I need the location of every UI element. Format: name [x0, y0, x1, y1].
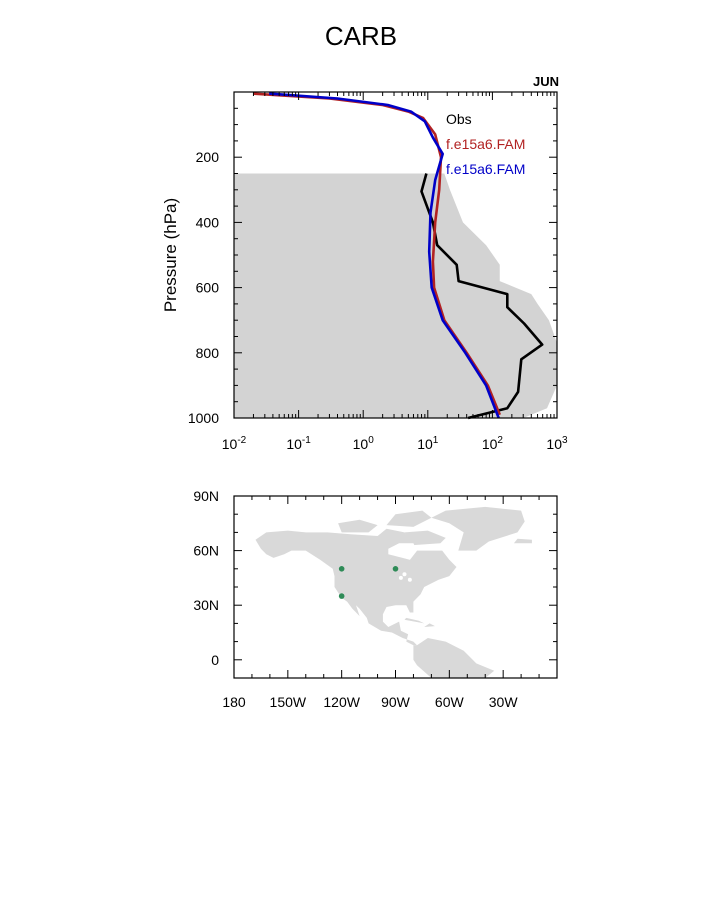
obs-range-band-area [234, 173, 557, 418]
longitude-label-1: 150W [270, 694, 307, 710]
land-iceland [513, 538, 532, 544]
x-tick-base: 10 [546, 436, 562, 452]
map-ticks [233, 495, 558, 679]
y-tick-label-0: 200 [196, 149, 220, 165]
x-tick-base: 10 [222, 436, 238, 452]
x-tick-label-5: 103 [546, 435, 568, 452]
longitude-label-0: 180 [222, 694, 246, 710]
longitude-label-3: 90W [381, 694, 411, 710]
land-arctic-islands-2 [386, 510, 432, 527]
legend-entry-1: f.e15a6.FAM [446, 136, 525, 152]
x-tick-exponent: 0 [368, 435, 374, 446]
series-line-0 [420, 173, 544, 420]
map-panel: 180 150W 120W 90W 60W 30W 90N 60N 30N 0 [193, 488, 558, 710]
longitude-label-2: 120W [323, 694, 360, 710]
great-lake-0 [398, 575, 403, 580]
site-marker-2 [338, 593, 345, 599]
site-marker-0 [338, 566, 345, 572]
series-line-2 [269, 92, 500, 419]
land-hispaniola [424, 623, 435, 627]
latitude-label-2: 30N [193, 597, 219, 613]
profile-ticks [233, 91, 558, 419]
x-tick-label-1: 10-1 [286, 435, 311, 452]
land-baffin-island [404, 530, 446, 546]
land-greenland [431, 506, 525, 551]
land-cuba [404, 617, 425, 624]
great-lake-1 [407, 577, 412, 582]
y-tick-label-4: 1000 [188, 410, 219, 426]
map-latitude-labels: 90N 60N 30N 0 [193, 488, 219, 668]
x-tick-label-3: 101 [417, 435, 439, 452]
y-axis-label: Pressure (hPa) [161, 198, 180, 312]
latitude-label-1: 60N [193, 543, 219, 559]
x-tick-exponent: -2 [237, 435, 246, 446]
x-tick-exponent: 2 [497, 435, 503, 446]
x-tick-base: 10 [417, 436, 433, 452]
x-tick-base: 10 [286, 436, 302, 452]
latitude-label-3: 0 [211, 652, 219, 668]
x-tick-label-2: 100 [353, 435, 375, 452]
latitude-label-0: 90N [193, 488, 219, 504]
profile-x-tick-labels: 10-2 10-1 100 101 102 103 [222, 435, 568, 452]
y-tick-label-2: 600 [196, 280, 220, 296]
obs-range-band [234, 173, 557, 418]
profile-series-lines [253, 92, 544, 420]
x-tick-exponent: -1 [302, 435, 311, 446]
x-tick-base: 10 [353, 436, 369, 452]
site-marker-1 [392, 566, 399, 572]
legend: Obs f.e15a6.FAM f.e15a6.FAM [446, 111, 525, 177]
y-tick-label-1: 400 [196, 214, 220, 230]
map-longitude-labels: 180 150W 120W 90W 60W 30W [222, 694, 518, 710]
land-masses [255, 506, 532, 678]
hudson-bay-water [388, 543, 417, 560]
profile-y-tick-labels: 200 400 600 800 1000 [188, 149, 219, 426]
land-north-america [255, 528, 457, 646]
land-south-america [413, 638, 495, 678]
great-lake-2 [402, 572, 407, 577]
longitude-label-4: 60W [435, 694, 465, 710]
legend-entry-0: Obs [446, 111, 472, 127]
land-arctic-islands-1 [338, 519, 378, 533]
x-tick-exponent: 3 [562, 435, 568, 446]
x-tick-label-0: 10-2 [222, 435, 247, 452]
longitude-label-5: 30W [489, 694, 519, 710]
figure-title: CARB [325, 21, 397, 51]
y-tick-label-3: 800 [196, 345, 220, 361]
legend-entry-2: f.e15a6.FAM [446, 161, 525, 177]
x-tick-exponent: 1 [433, 435, 439, 446]
month-label: JUN [533, 74, 559, 89]
x-tick-label-4: 102 [482, 435, 504, 452]
x-tick-base: 10 [482, 436, 498, 452]
site-markers [338, 566, 399, 599]
